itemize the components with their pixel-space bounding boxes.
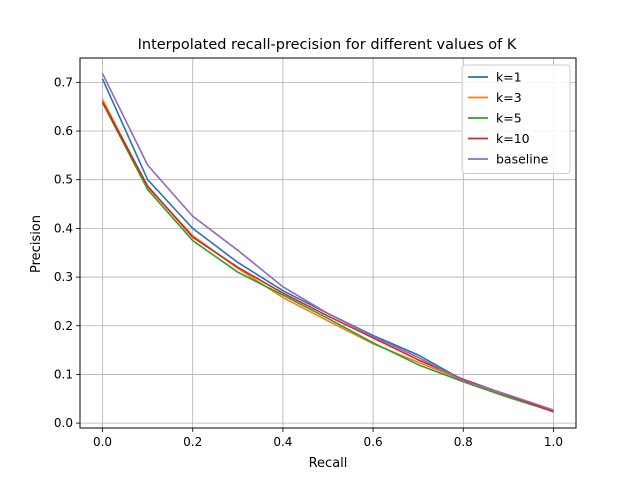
legend-label: k=3: [496, 90, 522, 105]
x-tick-label: 0.0: [93, 435, 112, 449]
legend-label: k=1: [496, 70, 522, 85]
y-axis-label: Precision: [29, 215, 44, 273]
x-tick-label: 0.4: [273, 435, 292, 449]
y-tick-label: 0.6: [54, 124, 73, 138]
y-tick-label: 0.0: [54, 416, 73, 430]
legend-label: k=5: [496, 111, 522, 126]
y-axis: 0.0 0.1 0.2 0.3 0.4 0.5 0.6 0.7: [54, 75, 80, 430]
y-tick-label: 0.4: [54, 221, 73, 235]
chart-title: Interpolated recall-precision for differ…: [138, 37, 517, 53]
series-layer: [101, 73, 554, 413]
x-tick-label: 0.2: [183, 435, 202, 449]
x-axis: 0.0 0.2 0.4 0.6 0.8 1.0: [93, 428, 563, 449]
series-line-baseline: [101, 73, 554, 411]
y-tick-label: 0.2: [54, 319, 73, 333]
x-tick-label: 0.6: [364, 435, 383, 449]
y-tick-label: 0.3: [54, 270, 73, 284]
x-axis-label: Recall: [309, 456, 348, 471]
legend: k=1 k=3 k=5 k=10 baseline: [461, 64, 571, 174]
y-tick-label: 0.7: [54, 75, 73, 89]
legend-label: baseline: [496, 152, 549, 167]
series-line-k-5: [101, 102, 554, 413]
x-tick-label: 1.0: [544, 435, 563, 449]
legend-box: [461, 64, 571, 174]
y-tick-label: 0.1: [54, 367, 73, 381]
y-tick-label: 0.5: [54, 173, 73, 187]
plot-frame: [79, 57, 577, 429]
x-tick-label: 0.8: [454, 435, 473, 449]
legend-label: k=10: [496, 131, 530, 146]
